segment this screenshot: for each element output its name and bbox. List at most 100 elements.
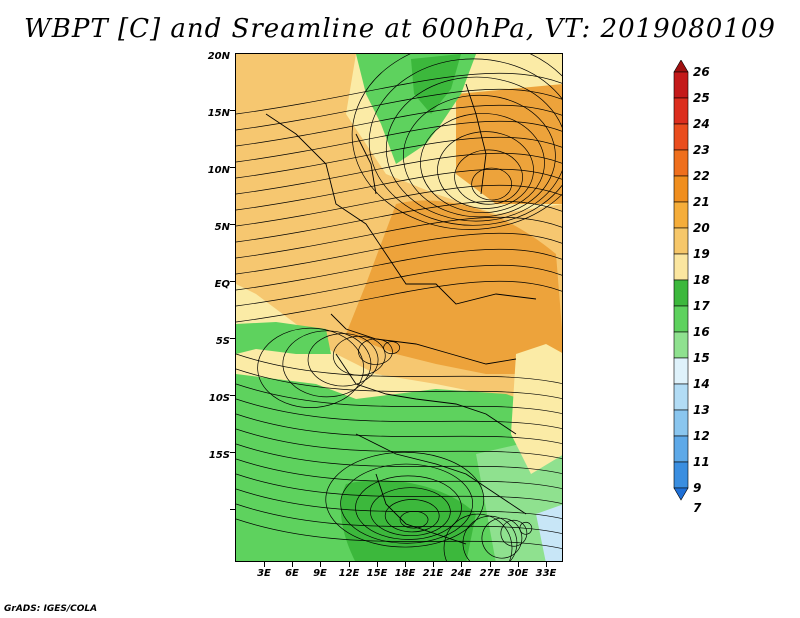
lat-tick <box>230 224 235 225</box>
lat-tick <box>230 509 235 510</box>
lon-tick <box>292 562 293 567</box>
streamlines <box>236 54 562 561</box>
colorbar-label: 14 <box>693 377 710 391</box>
colorbar-label: 12 <box>693 429 710 443</box>
lon-label-30e: 30E <box>507 568 529 579</box>
streamline <box>399 510 429 529</box>
lon-label-12e: 12E <box>338 568 360 579</box>
streamline <box>236 216 562 259</box>
streamline <box>383 341 400 354</box>
colorbar-label: 24 <box>693 117 710 131</box>
lat-tick <box>230 452 235 453</box>
green-zone-west <box>236 322 331 354</box>
lon-label-33e: 33E <box>535 568 557 579</box>
colorbar-label: 21 <box>693 195 710 209</box>
colorbar-swatch <box>673 123 689 151</box>
colorbar-label: 11 <box>693 455 710 469</box>
lat-label-20n: 20N <box>207 51 230 62</box>
lon-tick <box>518 562 519 567</box>
colorbar-swatch <box>673 357 689 385</box>
streamline <box>386 76 562 222</box>
colorbar-swatch <box>673 383 689 411</box>
streamline <box>257 327 364 408</box>
streamline <box>370 487 451 537</box>
colorbar-label: 18 <box>693 273 710 287</box>
streamline <box>236 353 562 384</box>
streamline <box>454 149 523 205</box>
lon-tick <box>546 562 547 567</box>
footer-credit: GrADS: IGES/COLA <box>4 604 98 614</box>
streamline <box>437 131 534 209</box>
lon-tick <box>490 562 491 567</box>
lat-tick <box>230 395 235 396</box>
colorbar-swatch <box>673 97 689 125</box>
lon-label-18e: 18E <box>394 568 416 579</box>
streamline <box>236 518 562 549</box>
colorbar-swatch <box>673 71 689 99</box>
colorbar <box>673 60 689 501</box>
map-panel <box>235 53 563 562</box>
lon-label-3e: 3E <box>257 568 271 579</box>
colorbar-label: 25 <box>693 91 710 105</box>
colorbar-bottom-arrow <box>673 487 689 501</box>
map-canvas <box>236 54 562 561</box>
streamline <box>481 517 523 559</box>
colorbar-label: 15 <box>693 351 710 365</box>
lat-label-eq: EQ <box>214 279 230 290</box>
colorbar-swatch <box>673 201 689 229</box>
colorbar-label: 7 <box>693 501 702 515</box>
lon-label-24e: 24E <box>450 568 472 579</box>
lat-label-10n: 10N <box>207 165 230 176</box>
streamline <box>236 428 562 459</box>
colorbar-label: 19 <box>693 247 710 261</box>
streamline <box>236 200 562 243</box>
deep-orange-zone <box>346 200 562 374</box>
streamline <box>462 515 518 561</box>
lon-tick <box>264 562 265 567</box>
colorbar-swatch <box>673 305 689 333</box>
streamline <box>403 94 556 218</box>
colorbar-swatch <box>673 279 689 307</box>
colorbar-label: 17 <box>693 299 710 313</box>
streamline <box>307 333 379 387</box>
colorbar-label: 26 <box>693 65 710 79</box>
streamline <box>384 499 440 533</box>
streamline <box>420 113 545 213</box>
streamline <box>471 167 512 201</box>
streamline <box>236 383 562 414</box>
chart-title: WBPT [C] and Sreamline at 600hPa, VT: 20… <box>24 14 776 44</box>
lon-tick <box>320 562 321 567</box>
streamline <box>236 280 562 323</box>
lon-tick <box>405 562 406 567</box>
colorbar-swatch <box>673 227 689 255</box>
streamline <box>236 368 562 399</box>
colorbar-label: 13 <box>693 403 710 417</box>
colorbar-label: 9 <box>693 481 702 495</box>
lat-label-15n: 15N <box>207 108 230 119</box>
lon-label-9e: 9E <box>313 568 327 579</box>
streamline <box>236 473 562 504</box>
lat-tick <box>230 281 235 282</box>
streamline <box>340 463 473 544</box>
lon-tick <box>433 562 434 567</box>
streamline <box>236 398 562 429</box>
streamline <box>325 451 485 548</box>
lon-tick <box>377 562 378 567</box>
lat-label-15s: 15S <box>208 450 230 461</box>
colorbar-swatch <box>673 331 689 359</box>
streamline <box>236 458 562 489</box>
colorbar-top-arrow <box>673 60 689 73</box>
lon-label-27e: 27E <box>479 568 501 579</box>
streamline <box>500 519 528 547</box>
streamline <box>236 168 562 211</box>
lon-tick <box>349 562 350 567</box>
colorbar-swatch <box>673 253 689 281</box>
streamline <box>236 72 562 115</box>
country-borders <box>265 83 537 545</box>
streamline <box>236 413 562 444</box>
streamline <box>236 152 562 195</box>
streamline <box>236 136 562 179</box>
lon-label-21e: 21E <box>422 568 444 579</box>
streamline <box>236 503 562 534</box>
lat-tick <box>230 167 235 168</box>
